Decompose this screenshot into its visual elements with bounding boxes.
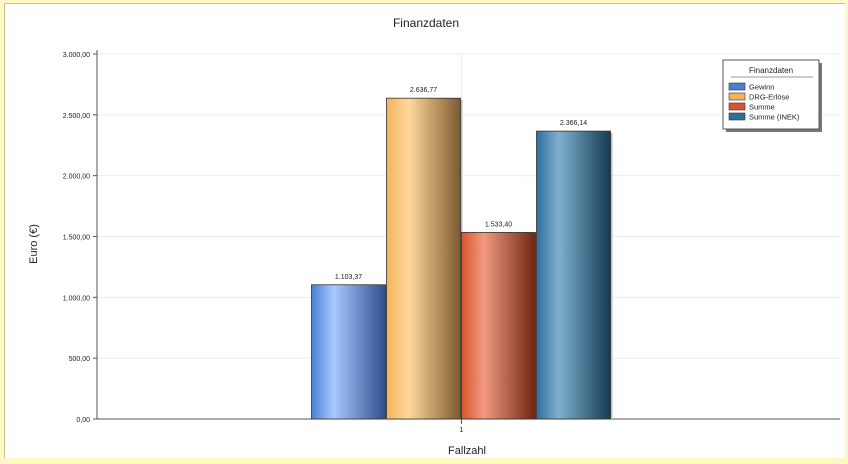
y-tick-label: 3.000,00	[63, 52, 90, 59]
bar-drg-erl-se	[386, 97, 461, 420]
y-tick-label: 0,00	[76, 417, 90, 424]
data-label: 1.103,37	[335, 274, 362, 281]
legend-swatch	[728, 112, 746, 121]
bars	[311, 97, 613, 420]
x-axis-label: Fallzahl	[448, 445, 486, 457]
y-axis-label: Euro (€)	[28, 224, 40, 264]
legend-item-label: Summe (INEK)	[749, 113, 800, 122]
chart-panel: Finanzdaten 0,00 500,00 1.000,00 1.500,00 2.…	[4, 3, 845, 458]
legend-item-label: Gewinn	[749, 83, 774, 92]
chart-title: Finanzdaten	[393, 16, 459, 30]
bar-summe-inek-	[536, 130, 611, 420]
legend-title: Finanzdaten	[749, 66, 793, 75]
legend-swatch	[728, 102, 746, 111]
data-label: 1.533,40	[485, 221, 512, 228]
y-tick-label: 1.500,00	[63, 235, 90, 242]
legend-swatch	[728, 82, 746, 91]
data-label: 2.366,14	[560, 120, 587, 127]
y-tick-label: 500,00	[69, 356, 91, 363]
bar-summe	[461, 232, 536, 420]
x-tick-label: 1	[460, 427, 464, 434]
y-axis: 0,00 500,00 1.000,00 1.500,00 2.000,00 2.500,…	[63, 50, 98, 424]
bar-gewinn	[311, 284, 386, 420]
data-labels: 1.103,37 2.636,77 1.533,40 2.366,14	[335, 87, 587, 281]
y-tick-label: 2.000,00	[63, 174, 90, 181]
y-tick-label: 2.500,00	[63, 113, 90, 120]
data-label: 2.636,77	[410, 87, 437, 94]
bar-chart: Finanzdaten 0,00 500,00 1.000,00 1.500,00 2.…	[28, 16, 840, 457]
legend-item-label: DRG-Erlöse	[749, 93, 789, 102]
legend-swatch	[728, 92, 746, 101]
legend-item-label: Summe	[749, 103, 775, 112]
y-tick-label: 1.000,00	[63, 295, 90, 302]
x-axis: 1	[97, 418, 840, 434]
